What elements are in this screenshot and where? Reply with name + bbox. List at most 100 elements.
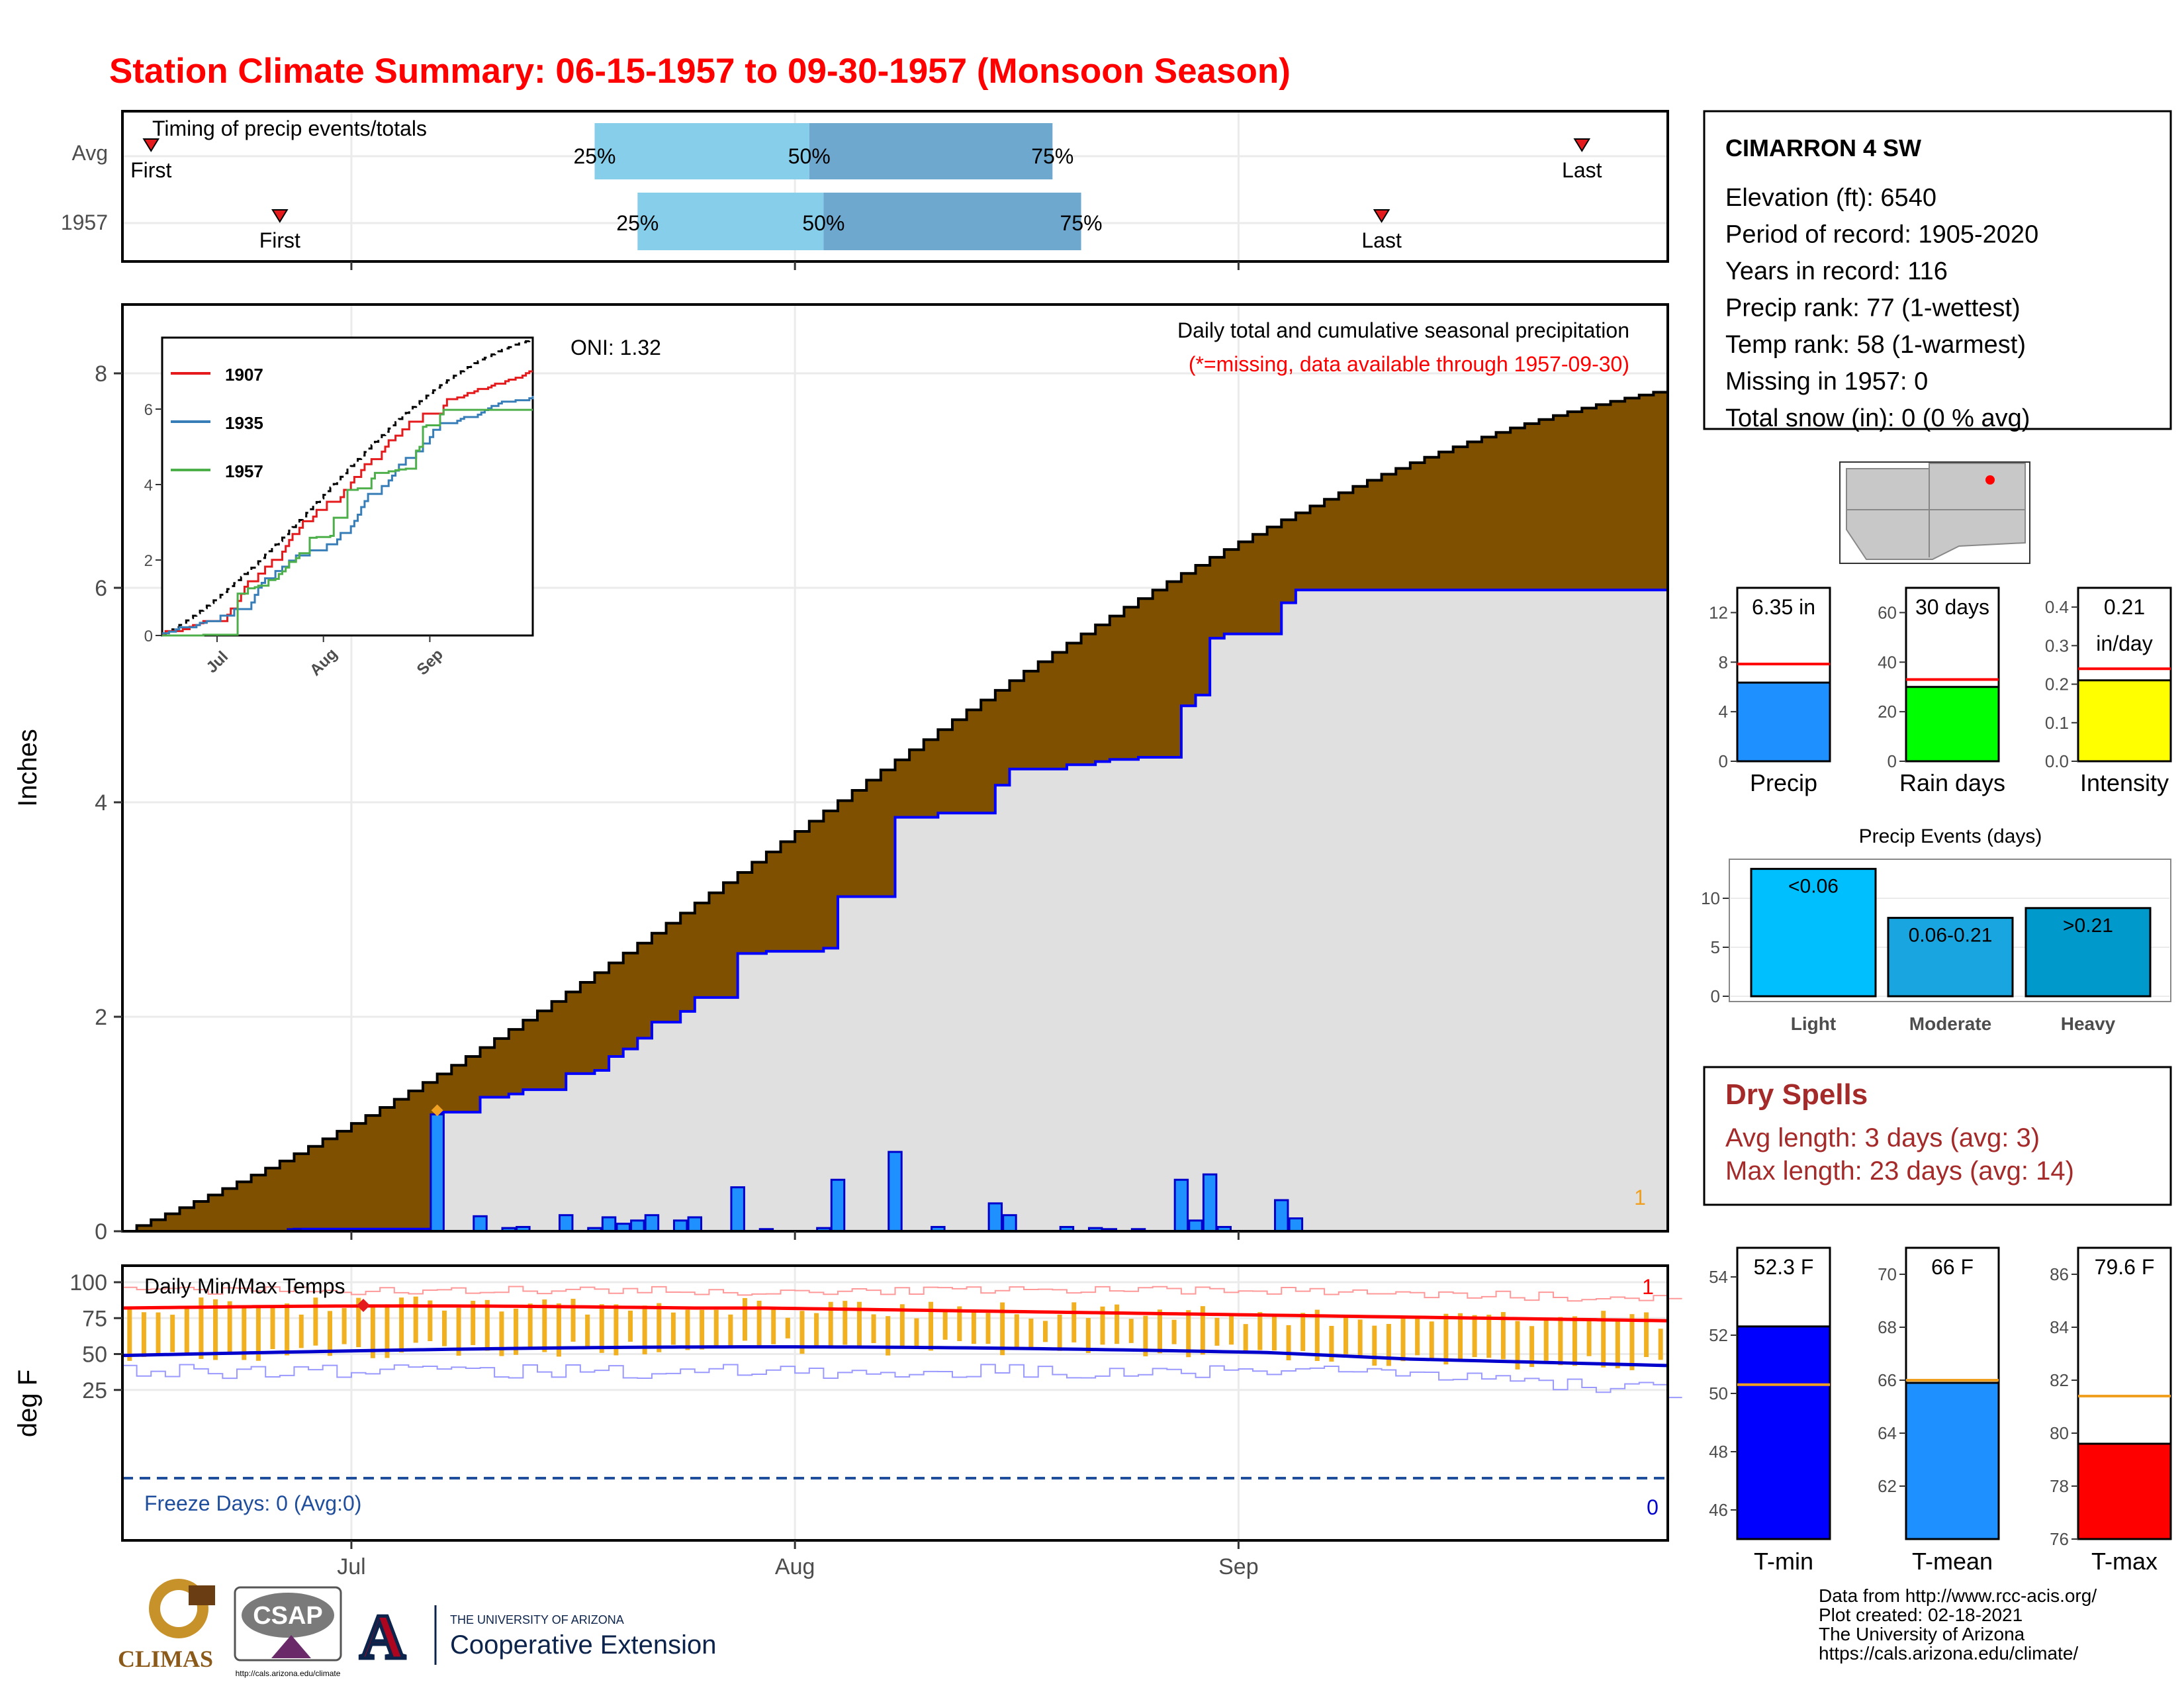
mini-chart-bar: [1905, 686, 2000, 763]
station-detail-line: Temp rank: 58 (1-warmest): [1725, 331, 2026, 359]
daily-precip-bar: [644, 1214, 660, 1233]
timing-p50-label: 50%: [802, 211, 844, 235]
mini-chart-y-tick-label: 0.1: [2045, 713, 2069, 733]
daily-temp-bar: [585, 1314, 590, 1347]
x-tick-label-aug: Aug: [775, 1554, 815, 1579]
timing-panel: Timing of precip events/totals Avg 1957 …: [61, 110, 1669, 263]
daily-temp-bar: [799, 1311, 805, 1354]
max-day-marker: [431, 1104, 443, 1117]
daily-temp-bar: [570, 1299, 576, 1342]
credit-line-1: Data from http://www.rcc-acis.org/: [1819, 1585, 2097, 1606]
daily-temp-bar: [742, 1297, 747, 1341]
ua-block-a: A: [359, 1601, 405, 1672]
daily-temp-bar: [1386, 1324, 1391, 1366]
daily-temp-bar: [1443, 1313, 1449, 1365]
daily-temp-bar: [484, 1299, 490, 1351]
daily-temp-bar: [213, 1299, 218, 1360]
daily-temp-bar: [542, 1299, 547, 1352]
legend-label-1907: 1907: [225, 365, 263, 385]
temp-chart-y-tick-label: 50: [1709, 1383, 1728, 1403]
daily-temp-bar: [1343, 1315, 1349, 1354]
daily-temp-bar: [556, 1303, 561, 1357]
temp-chart-y-tick-label: 66: [1878, 1370, 1897, 1390]
mini-chart-value: 30 days: [1915, 595, 1989, 619]
daily-temp-bar: [285, 1303, 290, 1356]
daily-temp-bar: [771, 1308, 776, 1344]
timing-row-label-1957: 1957: [61, 211, 108, 234]
station-details: Elevation (ft): 6540 Period of record: 19…: [1725, 184, 2038, 432]
mini-chart-label: Intensity: [2080, 769, 2169, 796]
timing-label: Timing of precip events/totals: [152, 117, 427, 140]
daily-temp-bar: [1629, 1314, 1635, 1370]
missing-data-note: (*=missing, data available through 1957-…: [1189, 352, 1629, 376]
daily-temp-bar: [642, 1305, 647, 1354]
precip-panel-frame: [121, 303, 1669, 1233]
events-bar: [1887, 917, 2014, 998]
daily-temp-bar: [413, 1296, 418, 1343]
daily-temp-bar: [428, 1300, 433, 1342]
daily-precip-bar: [1173, 1178, 1189, 1233]
daily-precip-bar: [730, 1186, 745, 1233]
temp-y-tick-label: 50: [82, 1342, 107, 1368]
events-bar-label: Light: [1791, 1013, 1836, 1034]
mini-chart-y-tick-label: 0.3: [2045, 635, 2069, 655]
timing-box-25-50: [637, 193, 824, 250]
daily-temp-bar: [1157, 1309, 1162, 1354]
daily-temp-bar: [1558, 1317, 1563, 1366]
daily-temp-bar: [942, 1311, 948, 1340]
precip-events-chart: Precip Events (days) 0 5 10 <0.06 Light 0.06-…: [1701, 825, 2171, 1034]
credit-line-4: https://cals.arizona.edu/climate/: [1819, 1643, 2078, 1664]
temp-chart-y-tick-label: 84: [2050, 1317, 2069, 1337]
precip-y-axis: 0 2 4 6 8: [95, 361, 122, 1244]
timing-first-marker: [142, 138, 160, 152]
events-y-tick-label: 5: [1711, 937, 1720, 957]
daily-temp-bar: [1229, 1315, 1234, 1345]
timing-p75-label: 75%: [1031, 144, 1073, 168]
temp-chart-bar: [1905, 1382, 2000, 1540]
daily-precip-bar: [630, 1219, 645, 1233]
mini-chart-label: Precip: [1750, 769, 1817, 796]
credit-line-2: Plot created: 02-18-2021: [1819, 1605, 2023, 1625]
summary-mini-charts: 0 4 8 12 6.35 in Precip 0 20 40 60 30 days Rain day…: [1709, 586, 2172, 796]
daily-temp-bar: [1486, 1315, 1492, 1358]
timing-p50-label: 50%: [788, 144, 831, 168]
inset-y-tick-label: 0: [144, 628, 153, 645]
csap-url: http://cals.arizona.edu/climate: [236, 1669, 341, 1678]
temp-chart-value: 79.6 F: [2095, 1255, 2155, 1279]
daily-temp-bar: [184, 1307, 189, 1356]
events-bar-label: Moderate: [1909, 1013, 1991, 1034]
daily-temp-bar: [929, 1301, 934, 1351]
csap-mountain: [271, 1635, 311, 1658]
daily-temp-bar: [1000, 1302, 1005, 1356]
temp-chart-label: T-max: [2091, 1548, 2158, 1575]
daily-temp-bar: [441, 1310, 447, 1346]
temp-chart-y-tick-label: 78: [2050, 1476, 2069, 1496]
daily-temp-bar: [199, 1297, 204, 1359]
mini-chart-value: 6.35 in: [1752, 595, 1815, 619]
inset-y-tick-label: 2: [144, 552, 153, 570]
daily-temp-range-bars: [127, 1296, 1663, 1370]
daily-temp-bar: [1186, 1310, 1191, 1358]
oni-value: ONI: 1.32: [570, 336, 661, 359]
daily-temp-bar: [399, 1297, 404, 1353]
daily-temp-bar: [628, 1310, 633, 1342]
daily-temp-bar: [728, 1314, 733, 1347]
daily-temp-bar: [670, 1312, 676, 1345]
timing-row-label-avg: Avg: [71, 141, 108, 165]
daily-temp-bar: [685, 1309, 690, 1350]
daily-precip-bar: [1188, 1219, 1203, 1233]
timing-first-marker: [271, 209, 289, 223]
station-detail-line: Missing in 1957: 0: [1725, 368, 1928, 396]
csap-cloud: [242, 1593, 334, 1638]
daily-temp-bar: [756, 1300, 762, 1347]
temp-y-tick-label: 75: [82, 1306, 107, 1331]
station-detail-line: Years in record: 116: [1725, 258, 1948, 285]
precip-panel: 0 2 4 6 8 Inches Daily total and cumulative …: [13, 303, 1669, 1244]
precip-panel-title: Daily total and cumulative seasonal prec…: [1177, 318, 1629, 342]
daily-temp-bar: [1415, 1316, 1420, 1356]
daily-precip-bar: [430, 1113, 445, 1233]
events-y-tick-label: 0: [1711, 986, 1720, 1006]
average-low-line: [122, 1345, 1668, 1368]
daily-temp-bar: [828, 1301, 833, 1349]
